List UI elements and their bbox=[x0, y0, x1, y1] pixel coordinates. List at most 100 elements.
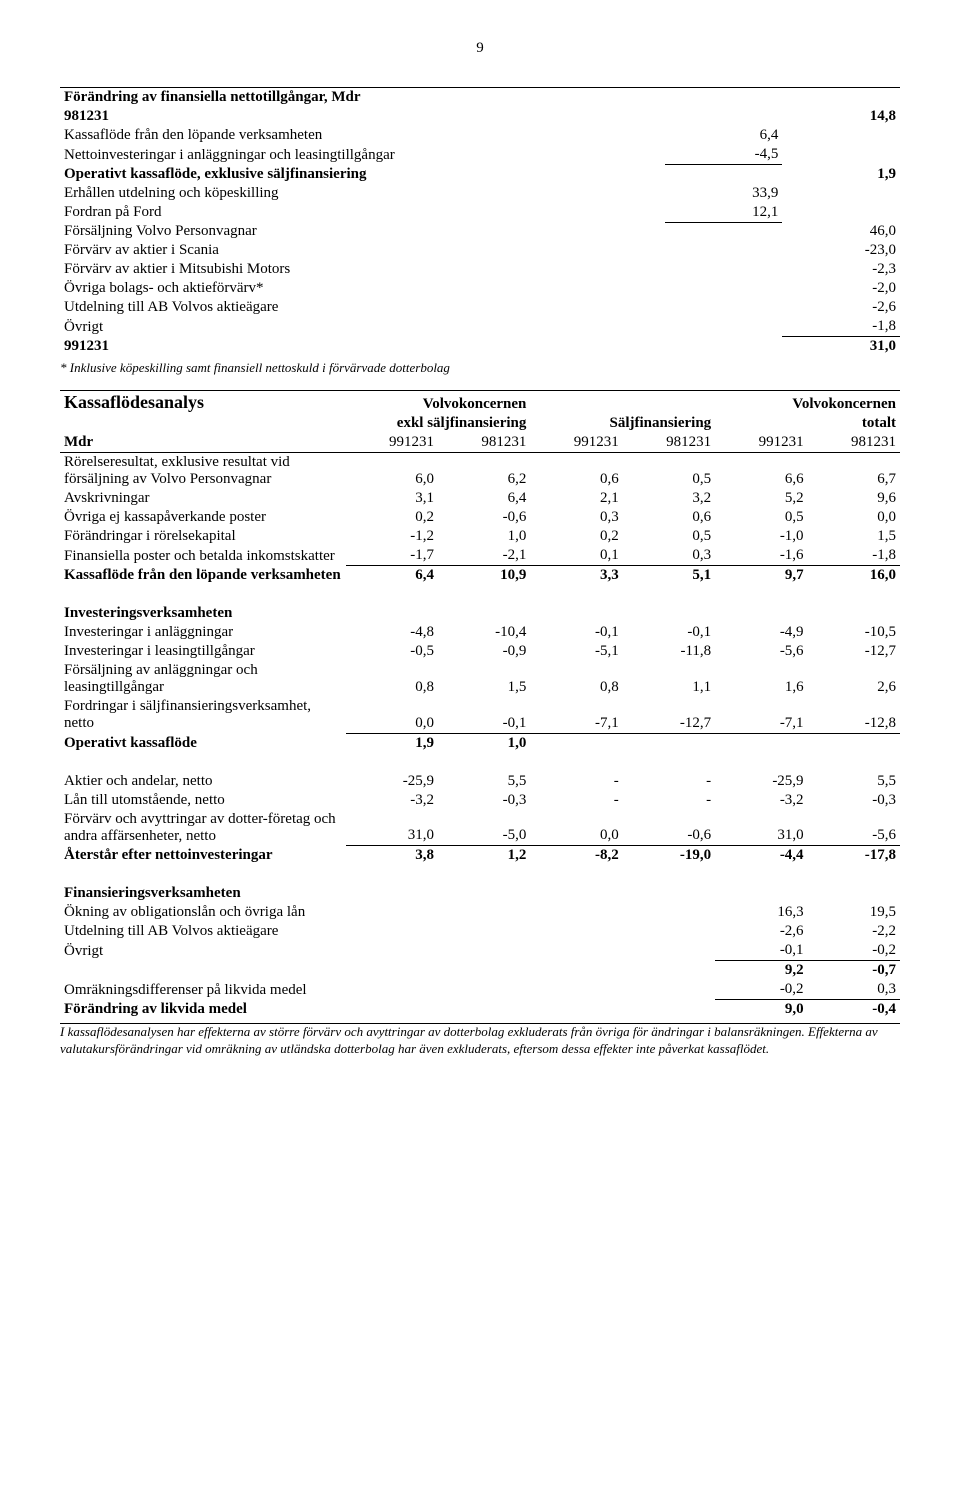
table-cell: -0,1 bbox=[715, 941, 807, 961]
table-cell: -17,8 bbox=[808, 846, 900, 866]
table-cell: 1,5 bbox=[808, 527, 900, 546]
table-cell: 0,0 bbox=[808, 508, 900, 527]
table-cell: -1,0 bbox=[715, 527, 807, 546]
table-row-label: Förvärv av aktier i Mitsubishi Motors bbox=[60, 260, 665, 279]
table-cell bbox=[665, 260, 783, 279]
table-cell bbox=[665, 279, 783, 298]
table-cell: -3,2 bbox=[346, 791, 438, 810]
table-row-label: Kassaflöde från den löpande verksamheten bbox=[60, 566, 346, 586]
table-cell: 0,6 bbox=[530, 453, 622, 490]
table-cell: 1,0 bbox=[438, 733, 530, 753]
table-cell: 6,4 bbox=[665, 126, 783, 145]
table-cell bbox=[346, 1000, 438, 1020]
table-cell: -12,7 bbox=[808, 642, 900, 661]
table-row-label: Övriga ej kassapåverkande poster bbox=[60, 508, 346, 527]
table-row-label: Erhållen utdelning och köpeskilling bbox=[60, 184, 665, 203]
table-cell: -23,0 bbox=[782, 241, 900, 260]
table-cell: 33,9 bbox=[665, 184, 783, 203]
table-row-label: Utdelning till AB Volvos aktieägare bbox=[60, 298, 665, 317]
t2-h-g2: Säljfinansiering bbox=[530, 414, 715, 433]
table-cell: 3,3 bbox=[530, 566, 622, 586]
table-cell bbox=[623, 1000, 715, 1020]
table-cell: - bbox=[530, 791, 622, 810]
table-cell: -5,1 bbox=[530, 642, 622, 661]
table-cell: 0,2 bbox=[530, 527, 622, 546]
table-cell: -25,9 bbox=[346, 772, 438, 791]
table-cell: -2,1 bbox=[438, 546, 530, 566]
table-cell: -4,5 bbox=[665, 145, 783, 165]
table-cell bbox=[346, 980, 438, 1000]
table-cell: 0,0 bbox=[530, 810, 622, 846]
table-cell: -1,6 bbox=[715, 546, 807, 566]
table-cell: 1,1 bbox=[623, 661, 715, 697]
table-cell: -10,4 bbox=[438, 623, 530, 642]
table-cell: -4,4 bbox=[715, 846, 807, 866]
table-cell: -2,2 bbox=[808, 922, 900, 941]
table-cell bbox=[715, 733, 807, 753]
table-cell: -2,6 bbox=[782, 298, 900, 317]
table-row-label: Nettoinvesteringar i anläggningar och le… bbox=[60, 145, 665, 165]
table-cell: -0,1 bbox=[438, 697, 530, 733]
table-cell: -5,6 bbox=[808, 810, 900, 846]
table-cell: -25,9 bbox=[715, 772, 807, 791]
table-cell bbox=[346, 961, 438, 981]
table-cell: 6,4 bbox=[438, 489, 530, 508]
table-cell: -0,3 bbox=[808, 791, 900, 810]
table-cell: 9,7 bbox=[715, 566, 807, 586]
table-cell: 46,0 bbox=[782, 222, 900, 241]
table-cell: 3,8 bbox=[346, 846, 438, 866]
table-cell: 0,5 bbox=[715, 508, 807, 527]
t2-invest-title: Investeringsverksamheten bbox=[60, 604, 346, 623]
table-row-label: Operativt kassaflöde bbox=[60, 733, 346, 753]
table-cell: -12,7 bbox=[623, 697, 715, 733]
table-cell: 12,1 bbox=[665, 203, 783, 223]
table-cell: -0,3 bbox=[438, 791, 530, 810]
table-cell bbox=[623, 980, 715, 1000]
table-cell: 9,0 bbox=[715, 1000, 807, 1020]
table-cell: -1,7 bbox=[346, 546, 438, 566]
table-cell: 0,3 bbox=[623, 546, 715, 566]
table-cell bbox=[346, 922, 438, 941]
table-cell bbox=[623, 941, 715, 961]
table-cell: 0,8 bbox=[346, 661, 438, 697]
table-cell bbox=[665, 298, 783, 317]
table-cell bbox=[623, 922, 715, 941]
table-cell: 6,0 bbox=[346, 453, 438, 490]
table-cell: 5,2 bbox=[715, 489, 807, 508]
table-cell: 5,1 bbox=[623, 566, 715, 586]
table-cell: -1,8 bbox=[782, 317, 900, 337]
table-cell: 16,3 bbox=[715, 903, 807, 922]
table-cell: 0,3 bbox=[808, 980, 900, 1000]
table-cell bbox=[623, 961, 715, 981]
table-cell: 10,9 bbox=[438, 566, 530, 586]
table-row-label bbox=[60, 961, 346, 981]
t2-mdr: Mdr bbox=[60, 433, 346, 453]
table-cell: -0,1 bbox=[623, 623, 715, 642]
table-cell: 5,5 bbox=[808, 772, 900, 791]
table-cell: 3,1 bbox=[346, 489, 438, 508]
table-cell: -11,8 bbox=[623, 642, 715, 661]
table-row-label: 981231 bbox=[60, 107, 665, 126]
table-cell: 0,5 bbox=[623, 527, 715, 546]
table-row-label: Förändring av likvida medel bbox=[60, 1000, 346, 1020]
table-row-label: Återstår efter nettoinvesteringar bbox=[60, 846, 346, 866]
table-cell bbox=[782, 184, 900, 203]
table-row-label: Operativt kassaflöde, exklusive säljfina… bbox=[60, 165, 665, 184]
table-cell: 1,2 bbox=[438, 846, 530, 866]
table-cell bbox=[530, 941, 622, 961]
table-cell: 0,5 bbox=[623, 453, 715, 490]
t2-h-g1b: exkl säljfinansiering bbox=[346, 414, 531, 433]
table-cell: - bbox=[623, 791, 715, 810]
table-cell: -12,8 bbox=[808, 697, 900, 733]
table-cell: -2,0 bbox=[782, 279, 900, 298]
table-cell: -0,5 bbox=[346, 642, 438, 661]
table-cell: 2,1 bbox=[530, 489, 622, 508]
table-cell: -7,1 bbox=[530, 697, 622, 733]
table-cell: 1,9 bbox=[782, 165, 900, 184]
table-cell: -3,2 bbox=[715, 791, 807, 810]
table-row-label: Lån till utomstående, netto bbox=[60, 791, 346, 810]
table-row-label: Övriga bolags- och aktieförvärv* bbox=[60, 279, 665, 298]
table-cell: - bbox=[530, 772, 622, 791]
table-cell: - bbox=[623, 772, 715, 791]
table-cell: -2,6 bbox=[715, 922, 807, 941]
